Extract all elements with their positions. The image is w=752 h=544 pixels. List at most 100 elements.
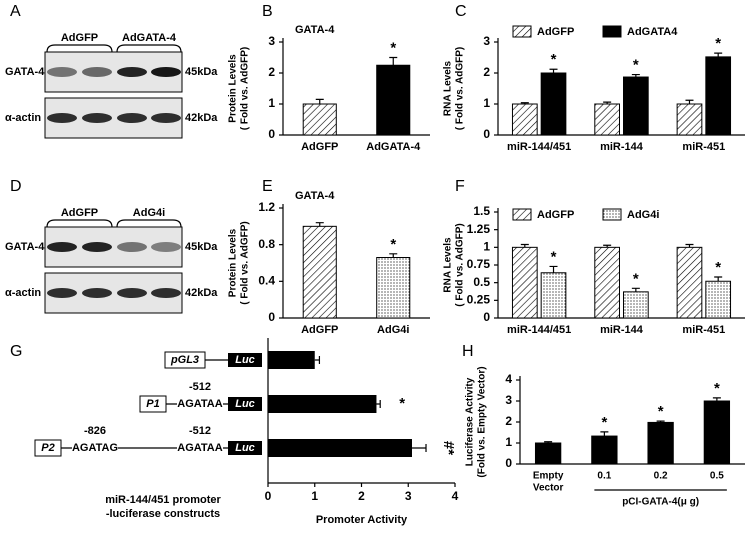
error-bar: [315, 222, 324, 227]
y-axis-title: Luciferase Activity: [465, 377, 476, 466]
blot-size-label: 45kDa: [185, 66, 218, 78]
legend-label: AdGFP: [537, 26, 574, 38]
legend-label: AdGATA4: [627, 26, 678, 38]
bar: [676, 246, 703, 319]
legend-swatch: [602, 208, 622, 221]
panel-label: C: [455, 3, 467, 20]
x-tick-label: 0.5: [710, 471, 724, 482]
bar: [268, 395, 377, 413]
error-bar: [315, 98, 324, 104]
significance-label: *: [715, 259, 721, 276]
x-tick-label: miR-451: [682, 141, 725, 153]
blot-band: [117, 242, 147, 252]
chart-title: GATA-4: [295, 24, 335, 36]
bar: [647, 421, 674, 465]
y-tick-label: 0.5: [473, 275, 490, 289]
blot-size-label: 42kDa: [185, 112, 218, 124]
bar: [705, 56, 732, 136]
error-bar: [544, 441, 553, 443]
y-tick-label: 2: [483, 65, 490, 79]
site-sequence: AGATAA: [177, 398, 222, 410]
group-bracket: [116, 219, 182, 228]
bar: [534, 442, 562, 465]
significance-label: *: [390, 39, 396, 56]
group-bracket: [116, 44, 182, 53]
panel-label: A: [10, 3, 21, 20]
x-tick-label: miR-144: [600, 141, 644, 153]
y-tick-label: 3: [483, 34, 490, 48]
site-bg: [177, 441, 223, 455]
error-bar: [549, 68, 558, 73]
y-tick-label: 0.8: [258, 237, 275, 251]
error-bar: [549, 265, 558, 273]
error-bar: [520, 243, 529, 248]
blot-band: [117, 113, 147, 123]
error-bar: [314, 356, 321, 364]
caption: -luciferase constructs: [106, 508, 220, 520]
site-bg: [177, 397, 223, 411]
bar: [594, 103, 620, 136]
error-bar: [520, 102, 529, 104]
error-bar: [603, 244, 612, 248]
blot-size-label: 45kDa: [185, 241, 218, 253]
y-tick-label: 0.4: [258, 274, 275, 288]
site-position: -512: [189, 425, 211, 437]
y-tick-label: 1.2: [258, 200, 275, 214]
blot-band: [151, 113, 181, 123]
legend-swatch: [512, 208, 532, 221]
x-tick-label: 1: [311, 489, 318, 503]
site-sequence: AGATAA: [177, 442, 222, 454]
bar: [540, 72, 567, 136]
bar: [376, 257, 411, 319]
legend-swatch: [512, 25, 532, 38]
blot-row-label: GATA-4: [5, 241, 45, 253]
significance-label: *: [715, 35, 721, 52]
legend-swatch: [602, 25, 622, 38]
significance-label: *: [714, 380, 720, 397]
panel-label: F: [455, 178, 465, 195]
y-axis-title: (Fold vs. Empty Vector): [477, 366, 488, 477]
caption: miR-144/451 promoter: [105, 494, 221, 506]
y-tick-label: 4: [505, 372, 512, 386]
reporter-box: [228, 353, 262, 367]
significance-label: #*: [440, 441, 457, 455]
blot-group-label: AdGATA-4: [122, 32, 177, 44]
x-tick-label: miR-144/451: [507, 324, 571, 336]
bar: [302, 225, 337, 319]
x-tick-label: 2: [358, 489, 365, 503]
x-tick-label: miR-144: [600, 324, 644, 336]
significance-label: *: [633, 270, 639, 287]
bar: [703, 400, 731, 465]
promoter-box: [139, 395, 167, 413]
y-tick-label: 3: [505, 393, 512, 407]
y-axis-title: ( Fold vs. AdGFP): [455, 47, 466, 131]
x-tick-label: AdGFP: [301, 324, 338, 336]
x-tick-label: Vector: [533, 483, 564, 494]
bar: [623, 291, 649, 319]
significance-label: *: [399, 395, 405, 412]
y-axis-title: RNA Levels: [443, 237, 454, 293]
error-bar: [376, 400, 381, 408]
blot-group-label: AdGFP: [61, 32, 98, 44]
y-tick-label: 2: [268, 65, 275, 79]
site-sequence: AGATAG: [72, 442, 118, 454]
blot-band: [151, 67, 181, 77]
significance-label: *: [633, 57, 639, 74]
y-axis-title: ( Fold vs. AdGFP): [240, 221, 251, 305]
x-tick-label: AdGATA-4: [366, 141, 421, 153]
y-axis-title: ( Fold vs. AdGFP): [240, 47, 251, 131]
blot-band: [82, 67, 112, 77]
site-position: -512: [189, 381, 211, 393]
group-bracket: [46, 44, 113, 53]
x-tick-label: 0.1: [597, 471, 611, 482]
y-tick-label: 0.25: [467, 293, 491, 307]
blot-group-label: AdGFP: [61, 207, 98, 219]
bar: [268, 439, 412, 457]
bar: [623, 76, 649, 136]
promoter-label: P1: [146, 398, 159, 410]
blot-band: [82, 242, 112, 252]
y-tick-label: 3: [268, 34, 275, 48]
blot-band: [47, 67, 77, 77]
